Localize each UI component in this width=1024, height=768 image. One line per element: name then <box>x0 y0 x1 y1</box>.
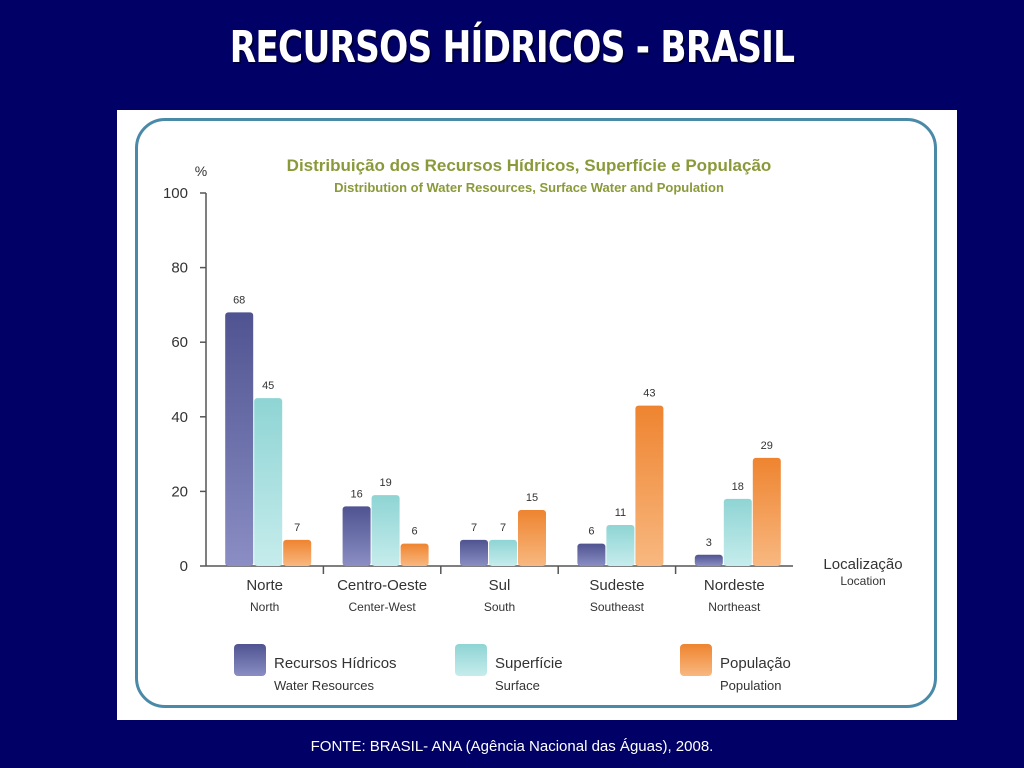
chart-svg: Distribuição dos Recursos Hídricos, Supe… <box>163 156 903 693</box>
bar-water-resources <box>694 554 723 566</box>
y-tick-label: 80 <box>171 260 188 277</box>
legend-label-en: Water Resources <box>274 678 374 693</box>
bar-surface <box>723 498 752 566</box>
bar-value-label: 18 <box>732 481 744 493</box>
legend-label-en: Surface <box>495 678 540 693</box>
legend-label: Superfície <box>495 655 563 672</box>
bar-value-label: 19 <box>379 477 391 489</box>
y-tick-label: 0 <box>180 558 188 575</box>
category-label: Sudeste <box>589 577 644 594</box>
legend-swatch-population <box>680 644 712 676</box>
bar-value-label: 15 <box>526 492 538 504</box>
bar-value-label: 11 <box>615 507 626 519</box>
bar-value-label: 3 <box>706 537 712 549</box>
bar-surface <box>254 398 283 566</box>
category-label-en: Northeast <box>708 600 761 614</box>
bar-value-label: 7 <box>294 522 300 534</box>
category-label-en: Southeast <box>590 600 645 614</box>
bar-value-label: 16 <box>350 488 362 500</box>
bar-value-label: 7 <box>471 522 477 534</box>
legend-swatch-water-resources <box>234 644 266 676</box>
category-label-en: North <box>250 600 279 614</box>
slide-title: RECURSOS HÍDRICOS - BRASIL <box>229 22 795 73</box>
category-label: Norte <box>246 577 283 594</box>
chart-frame <box>135 118 937 708</box>
bar-value-label: 6 <box>588 526 594 538</box>
bar-value-label: 68 <box>233 294 245 306</box>
bar-population <box>518 510 546 566</box>
bar-value-label: 45 <box>262 380 274 392</box>
category-label: Nordeste <box>704 577 765 594</box>
x-axis-label-en: Location <box>840 574 885 588</box>
chart-title: Distribuição dos Recursos Hídricos, Supe… <box>287 156 772 175</box>
category-label: Sul <box>489 577 511 594</box>
bar-value-label: 43 <box>643 388 655 400</box>
bar-water-resources <box>225 312 254 566</box>
y-tick-label: 60 <box>171 334 188 351</box>
y-tick-label: 100 <box>163 185 188 202</box>
y-tick-label: 40 <box>171 409 188 426</box>
legend-swatch-surface <box>455 644 487 676</box>
bar-population <box>752 457 781 566</box>
bar-value-label: 6 <box>412 526 418 538</box>
chart-panel: Distribuição dos Recursos Hídricos, Supe… <box>117 110 957 720</box>
y-tick-label: 20 <box>171 483 188 500</box>
source-note: FONTE: BRASIL- ANA (Agência Nacional das… <box>310 738 714 755</box>
legend-label: Recursos Hídricos <box>274 655 397 672</box>
legend-label: População <box>720 655 791 672</box>
bar-water-resources <box>577 543 606 566</box>
bar-population <box>283 539 312 566</box>
bar-surface <box>489 539 517 566</box>
bar-population <box>400 543 429 566</box>
bar-population <box>635 405 664 566</box>
bar-surface <box>606 524 635 566</box>
bar-value-label: 7 <box>500 522 506 534</box>
bar-water-resources <box>460 539 488 566</box>
y-axis-label: % <box>195 163 207 179</box>
bar-water-resources <box>342 506 371 566</box>
category-label: Centro-Oeste <box>337 577 427 594</box>
legend-label-en: Population <box>720 678 781 693</box>
bar-surface <box>371 495 400 566</box>
x-axis-label: Localização <box>823 556 902 573</box>
category-label-en: South <box>484 600 515 614</box>
category-label-en: Center-West <box>349 600 417 614</box>
bar-value-label: 29 <box>761 440 773 452</box>
chart-subtitle: Distribution of Water Resources, Surface… <box>334 180 724 195</box>
